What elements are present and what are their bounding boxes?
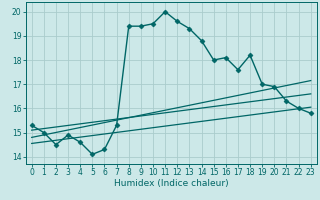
X-axis label: Humidex (Indice chaleur): Humidex (Indice chaleur) bbox=[114, 179, 228, 188]
